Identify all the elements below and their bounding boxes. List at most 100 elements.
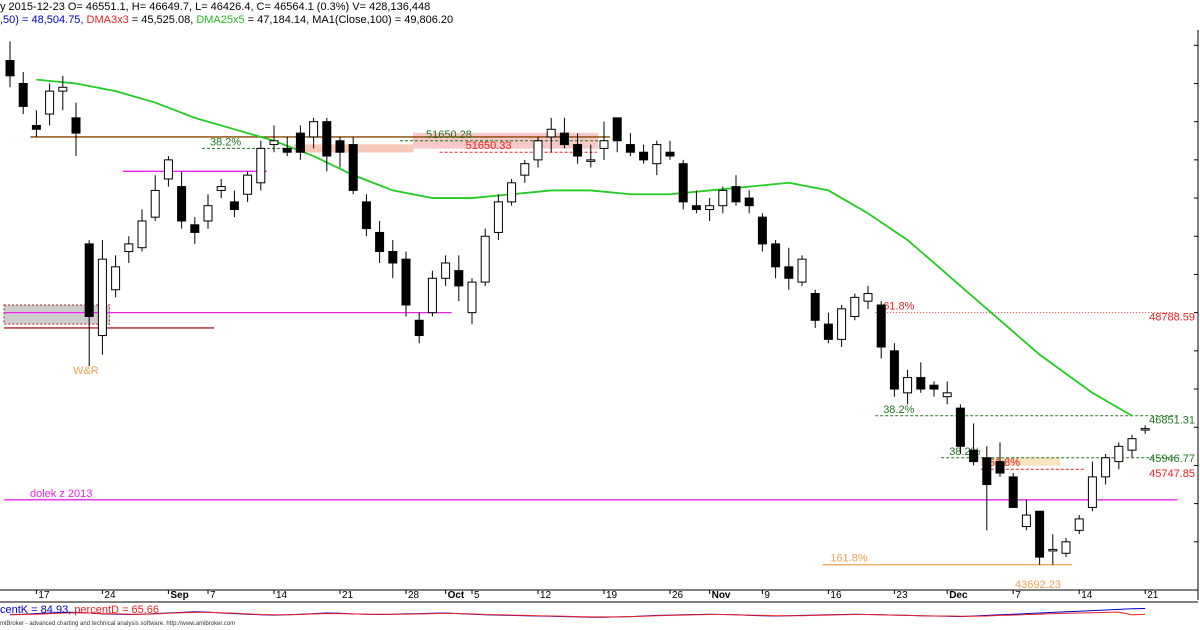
footer-text: miBroker - advanced charting and technic… (0, 621, 236, 627)
candle-body (982, 457, 992, 486)
candle-body (863, 293, 873, 302)
candle-body (559, 132, 569, 146)
right-price-label: 46851.31 (1149, 415, 1195, 427)
candle-body (480, 235, 490, 283)
candle-body (942, 392, 952, 398)
x-tick-label: 24 (104, 590, 116, 601)
candle-body (533, 140, 543, 161)
x-tick-label: 26 (672, 590, 684, 601)
candle-body (150, 189, 160, 218)
candle-body (71, 117, 81, 134)
header-segment: = 45,525.08, (128, 14, 197, 26)
x-tick-label: Nov (712, 590, 731, 601)
candle-body (837, 308, 847, 340)
candle-body (889, 350, 899, 390)
indicator-legend: centK = 84.93, percentD = 65.66 (0, 604, 159, 616)
candle-body (1114, 445, 1124, 463)
ma-line (36, 78, 1133, 417)
level-label: dolek z 2013 (30, 488, 92, 500)
level-label: 61.8% (989, 457, 1020, 469)
x-tick-label: 5 (474, 590, 480, 601)
candle-body (1061, 541, 1071, 554)
candle-body (969, 449, 979, 463)
candle-body (203, 205, 213, 222)
grid (1194, 30, 1199, 600)
candle-body (876, 304, 886, 348)
x-tick-label: 14 (276, 590, 288, 601)
candle-body (361, 201, 371, 230)
candle-body (665, 151, 675, 157)
candle-body (309, 121, 319, 138)
moving-average (36, 78, 1133, 417)
candle-body (639, 151, 649, 161)
level-label: 51650.33 (466, 140, 512, 152)
candle-body (916, 377, 926, 390)
x-tick-label: 12 (540, 590, 552, 601)
candle-body (401, 258, 411, 306)
candle-body (348, 144, 358, 191)
zone (3, 304, 111, 325)
candle-body (190, 224, 200, 233)
candle-body (322, 121, 332, 157)
x-tick-label: 17 (38, 590, 50, 601)
right-price-label: 45946.77 (1149, 453, 1195, 465)
candle-body (797, 258, 807, 283)
candle-body (784, 266, 794, 279)
header-segment: ,50) = 48,504.75, (0, 14, 87, 26)
header-segment: = 47,184.14, MA1(Close,100) = 49,806.20 (244, 14, 454, 26)
candle-body (995, 461, 1005, 474)
wr-label: W&R (73, 365, 99, 377)
candle-body (269, 140, 279, 146)
candle-body (823, 323, 833, 340)
candle-body (520, 163, 530, 176)
candle-body (1048, 548, 1058, 552)
header-segment: DMA25x5 (196, 14, 245, 26)
x-tick-label: 21 (1147, 590, 1159, 601)
x-tick-label: 7 (210, 590, 216, 601)
candle-body (1101, 457, 1111, 478)
candle-body (177, 186, 187, 222)
candle-body (705, 205, 715, 211)
x-tick-label: Dec (949, 590, 968, 601)
candle-body (111, 266, 121, 291)
candle-body (903, 377, 913, 394)
candle-body (375, 231, 385, 253)
right-price-label: 45747.85 (1149, 468, 1195, 480)
candle-body (599, 140, 609, 149)
right-price-label: 48788.59 (1149, 311, 1195, 323)
candle-body (1087, 476, 1097, 508)
candle-body (625, 144, 635, 153)
x-tick-label: 19 (606, 590, 618, 601)
header-line-2: ,50) = 48,504.75, DMA3x3 = 45,525.08, DM… (0, 14, 453, 26)
candle-body (163, 159, 173, 180)
candle-body (216, 186, 226, 191)
level-label: 51650.28 (426, 129, 472, 141)
header-segment: DMA3x3 (86, 14, 129, 26)
candle-body (1127, 438, 1137, 451)
level-label: 38.2% (883, 404, 914, 416)
x-tick-label: 16 (830, 590, 842, 601)
candle-body (5, 60, 15, 77)
percentk-label: centK = 84.93, (0, 604, 75, 616)
x-tick-label: 14 (1081, 590, 1093, 601)
low-price-label: 43692.23 (1015, 579, 1061, 591)
candle-body (256, 147, 266, 184)
x-tick-label: 23 (896, 590, 908, 601)
level-label: 38.2% (210, 136, 241, 148)
x-tick-label: 9 (764, 590, 770, 601)
candle-body (652, 144, 662, 165)
candle-body (229, 201, 239, 211)
candle-body (493, 201, 503, 233)
x-axis: 17 24 Sep 7 14 21 28 Oct 5 12 19 26 Nov 9 16 23 Dec 7 14 21 (0, 589, 1198, 601)
x-tick-label: Sep (170, 590, 188, 601)
candles (5, 41, 1150, 565)
candle-body (678, 163, 688, 203)
candle-body (441, 262, 451, 279)
candle-body (124, 243, 134, 253)
candle-body (771, 243, 781, 268)
candle-body (612, 117, 622, 142)
level-label: 161.8% (830, 553, 868, 565)
candle-body (414, 319, 424, 337)
candle-body (137, 220, 147, 249)
